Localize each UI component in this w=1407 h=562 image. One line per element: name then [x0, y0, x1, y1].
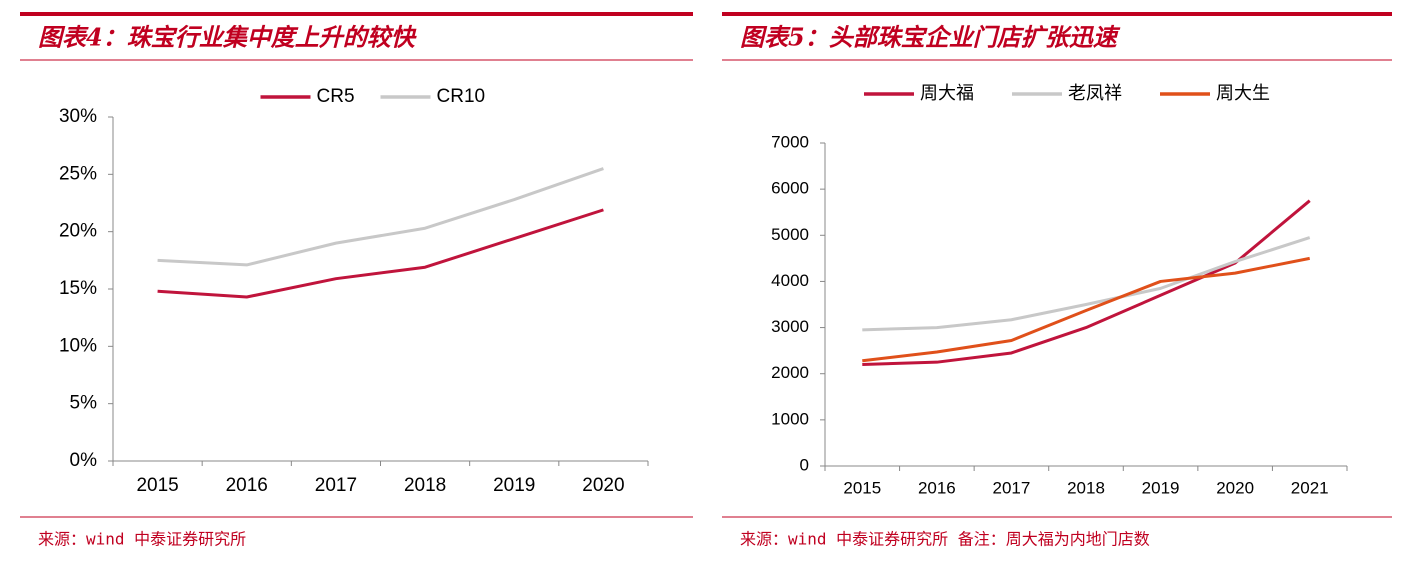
legend-label: 老凤祥 — [1068, 83, 1122, 103]
legend-label: 周大福 — [920, 83, 974, 103]
legend-label: CR10 — [437, 86, 486, 107]
x-tick-label: 2019 — [1142, 478, 1180, 497]
x-tick-label: 2021 — [1291, 478, 1329, 497]
x-tick-label: 2020 — [1216, 478, 1254, 497]
x-tick-label: 2016 — [226, 475, 268, 496]
chart-title: 图表4：珠宝行业集中度上升的较快 — [38, 23, 417, 52]
x-tick-label: 2015 — [843, 478, 881, 497]
x-tick-label: 2018 — [404, 475, 446, 496]
y-tick-label: 25% — [59, 163, 97, 184]
x-tick-label: 2015 — [136, 475, 178, 496]
legend-label: 周大生 — [1216, 83, 1270, 103]
y-tick-label: 15% — [59, 278, 97, 299]
x-tick-label: 2017 — [993, 478, 1031, 497]
series-line — [862, 199, 1311, 366]
y-tick-label: 7000 — [771, 132, 809, 151]
y-tick-label: 6000 — [771, 179, 809, 198]
series-line — [862, 256, 1311, 363]
source-note: 来源：wind 中泰证券研究所 备注：周大福为内地门店数 — [740, 530, 1150, 549]
x-tick-label: 2017 — [315, 475, 357, 496]
y-tick-label: 3000 — [771, 317, 809, 336]
y-tick-label: 4000 — [771, 271, 809, 290]
x-tick-label: 2016 — [918, 478, 956, 497]
y-tick-label: 2000 — [771, 363, 809, 382]
header-bar — [722, 12, 1392, 16]
y-tick-label: 1000 — [771, 409, 809, 428]
y-tick-label: 30% — [59, 106, 97, 127]
y-tick-label: 0% — [70, 450, 98, 471]
y-tick-label: 0 — [800, 455, 809, 474]
y-tick-label: 10% — [59, 335, 97, 356]
series-line — [862, 236, 1311, 332]
x-tick-label: 2020 — [582, 475, 624, 496]
y-tick-label: 20% — [59, 221, 97, 242]
x-tick-label: 2018 — [1067, 478, 1105, 497]
header-bar — [20, 12, 693, 16]
series-line — [157, 208, 604, 299]
x-tick-label: 2019 — [493, 475, 535, 496]
legend-label: CR5 — [317, 86, 355, 107]
y-tick-label: 5000 — [771, 225, 809, 244]
chart-title: 图表5：头部珠宝企业门店扩张迅速 — [740, 23, 1121, 52]
series-line — [157, 167, 604, 267]
y-tick-label: 5% — [70, 393, 98, 414]
source-note: 来源：wind 中泰证券研究所 — [38, 530, 246, 549]
